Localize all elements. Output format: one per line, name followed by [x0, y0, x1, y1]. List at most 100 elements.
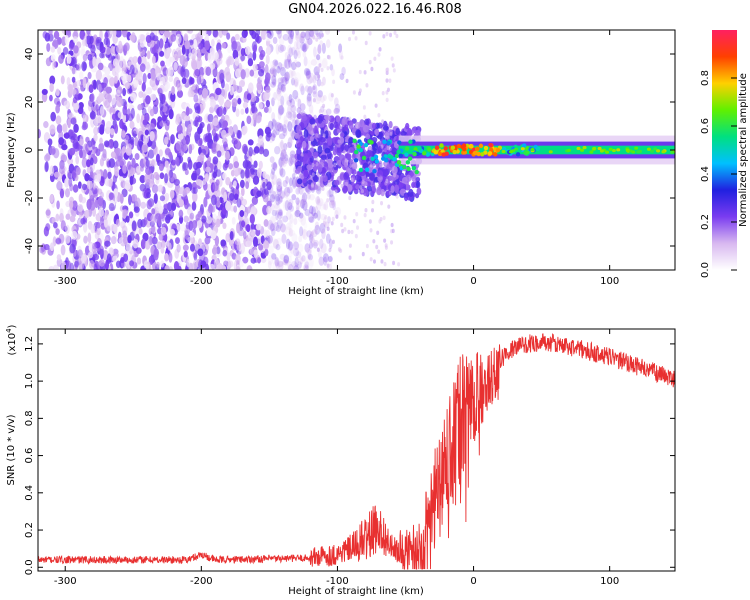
heatmap-cell — [99, 124, 105, 134]
tone-peak — [580, 148, 585, 152]
heatmap-cell — [277, 208, 284, 217]
x-tick-label: -300 — [54, 276, 77, 287]
heatmap-cell — [377, 52, 381, 57]
tone-peak — [656, 149, 661, 153]
heatmap-cell — [348, 120, 354, 130]
heatmap-cell — [368, 146, 372, 151]
heatmap-cell — [265, 45, 271, 56]
heatmap-cell — [164, 264, 170, 270]
heatmap-cell — [209, 96, 215, 103]
heatmap-cell — [71, 67, 76, 75]
heatmap-cell — [383, 261, 387, 267]
heatmap-cell — [110, 151, 116, 159]
heatmap-cell — [197, 248, 204, 257]
heatmap-cell — [222, 137, 228, 145]
heatmap-cell — [113, 223, 118, 234]
heatmap-cell — [349, 163, 353, 169]
heatmap-cell — [343, 227, 347, 232]
heatmap-cell — [90, 44, 96, 54]
heatmap-cell — [265, 86, 271, 93]
heatmap-cell — [115, 89, 121, 97]
heatmap-cell — [112, 140, 119, 149]
heatmap-cell — [385, 97, 389, 103]
heatmap-cell — [86, 179, 93, 190]
heatmap-cell — [239, 243, 245, 254]
heatmap-cell — [295, 33, 300, 42]
heatmap-cell — [235, 266, 241, 270]
heatmap-cell — [193, 38, 198, 50]
heatmap-cell — [303, 169, 309, 178]
heatmap-cell — [253, 146, 260, 154]
heatmap-cell — [45, 57, 52, 67]
heatmap-cell — [288, 30, 294, 38]
heatmap-cell — [290, 133, 295, 144]
heatmap-cell — [168, 108, 174, 120]
heatmap-cell — [194, 242, 199, 251]
heatmap-cell — [356, 225, 360, 230]
tone-peak — [480, 152, 485, 157]
heatmap-cell — [252, 68, 259, 79]
heatmap-cell — [296, 255, 302, 265]
heatmap-cell — [296, 178, 303, 185]
heatmap-cell — [175, 33, 182, 45]
heatmap-cell — [290, 104, 297, 113]
heatmap-cell — [69, 215, 76, 223]
heatmap-cell — [320, 213, 326, 221]
heatmap-cell — [170, 202, 177, 212]
heatmap-cell — [278, 261, 284, 270]
heatmap-cell — [79, 149, 83, 159]
heatmap-cell — [183, 250, 188, 258]
heatmap-cell — [286, 30, 292, 35]
heatmap-cell — [382, 215, 386, 221]
heatmap-cell — [276, 87, 282, 95]
heatmap-cell — [286, 99, 292, 106]
heatmap-cell — [308, 216, 315, 223]
heatmap-cell — [222, 106, 227, 116]
heatmap-cell — [343, 150, 347, 155]
heatmap-cell — [250, 104, 258, 114]
heatmap-cell — [331, 200, 335, 206]
heatmap-cell — [284, 51, 289, 59]
heatmap-cell — [382, 120, 388, 128]
tone-peak — [363, 142, 369, 148]
heatmap-cell — [306, 93, 312, 102]
heatmap-cell — [286, 186, 293, 194]
heatmap-cell — [381, 90, 385, 96]
heatmap-cell — [68, 147, 76, 156]
heatmap-cell — [234, 169, 239, 177]
heatmap-cell — [222, 249, 228, 257]
heatmap-cell — [271, 209, 278, 217]
x-tick-label: -200 — [190, 576, 213, 587]
heatmap-cell — [124, 82, 131, 90]
tone-peak — [514, 147, 519, 151]
heatmap-cell — [277, 44, 284, 53]
heatmap-cell — [287, 241, 294, 251]
heatmap-cell — [193, 94, 199, 103]
heatmap-cell — [401, 177, 408, 184]
heatmap-cell — [240, 108, 245, 115]
heatmap-cell — [130, 32, 136, 43]
heatmap-cell — [179, 222, 186, 232]
tone-peak — [589, 150, 594, 154]
heatmap-cell — [222, 120, 228, 128]
heatmap-cell — [162, 76, 168, 85]
heatmap-cell — [249, 69, 255, 77]
heatmap-cell — [391, 147, 398, 155]
tone-peak — [425, 152, 431, 157]
heatmap-cell — [87, 232, 92, 243]
heatmap-cell — [316, 247, 320, 252]
heatmap-cell — [52, 236, 57, 247]
heatmap-cell — [306, 96, 312, 103]
heatmap-cell — [224, 83, 230, 92]
heatmap-cell — [252, 175, 260, 185]
tone-peak — [386, 141, 391, 146]
heatmap-cell — [278, 133, 286, 140]
heatmap-cell — [115, 65, 120, 72]
heatmap-cell — [377, 113, 381, 118]
heatmap-cell — [304, 208, 311, 217]
heatmap-cell — [221, 30, 228, 36]
heatmap-cell — [76, 79, 82, 86]
heatmap-cell — [316, 54, 321, 61]
heatmap-cell — [78, 101, 84, 109]
heatmap-cell — [322, 174, 328, 182]
